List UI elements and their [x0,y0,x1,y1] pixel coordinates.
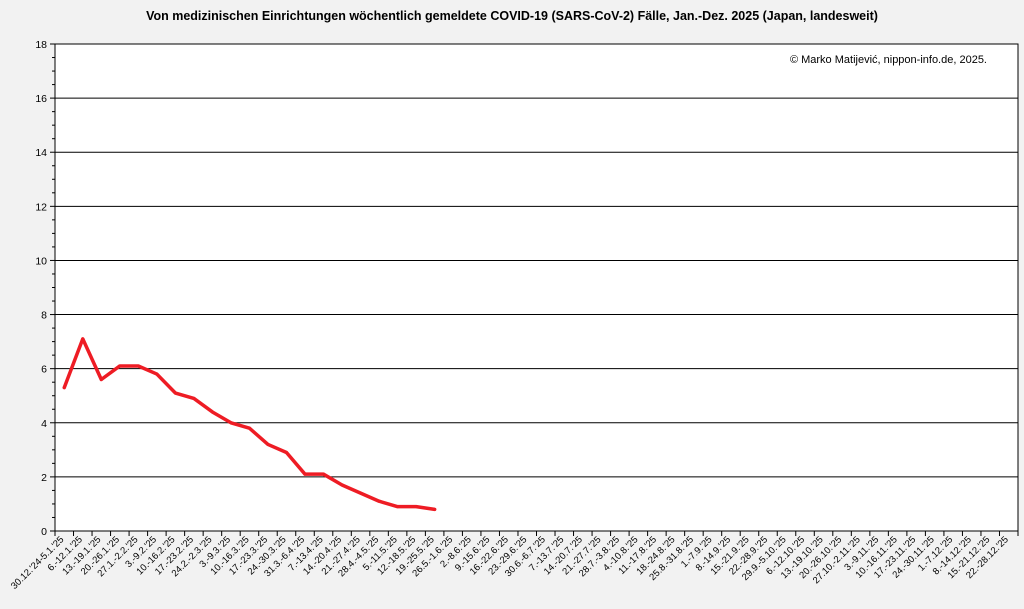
y-axis: 0 2 4 6 8 10 12 14 16 18 [35,39,55,538]
data-point [229,421,233,425]
data-point [359,491,363,495]
y-tick-label: 14 [35,147,47,159]
y-tick-label: 4 [41,418,47,430]
y-tick-label: 18 [35,39,47,51]
data-point [247,426,251,430]
data-point [62,386,66,390]
x-axis: 30.12.'24-5.1.'256.-12.1.'2513.-19.1.'25… [9,531,1019,592]
y-tick-label: 8 [41,310,47,322]
data-point [322,472,326,476]
data-point [155,372,159,376]
data-point [266,442,270,446]
copyright-annotation: © Marko Matijević, nippon-info.de, 2025. [790,54,987,66]
y-tick-label: 10 [35,255,47,267]
data-point [433,507,437,511]
data-point [81,337,85,341]
data-point [173,391,177,395]
y-tick-label: 6 [41,364,47,376]
data-point [192,396,196,400]
data-point [99,377,103,381]
series-layer [62,337,437,512]
plot-area [54,43,1019,532]
y-tick-label: 12 [35,201,47,213]
y-tick-label: 0 [41,526,47,538]
data-point [303,472,307,476]
y-tick-label: 16 [35,93,47,105]
gridlines [55,97,1018,478]
data-point [340,483,344,487]
data-point [414,505,418,509]
chart-title: Von medizinischen Einrichtungen wöchentl… [146,9,878,23]
data-point [136,364,140,368]
y-tick-label: 2 [41,472,47,484]
data-point [377,499,381,503]
data-point [396,505,400,509]
data-point [210,410,214,414]
data-point [118,364,122,368]
data-point [284,451,288,455]
